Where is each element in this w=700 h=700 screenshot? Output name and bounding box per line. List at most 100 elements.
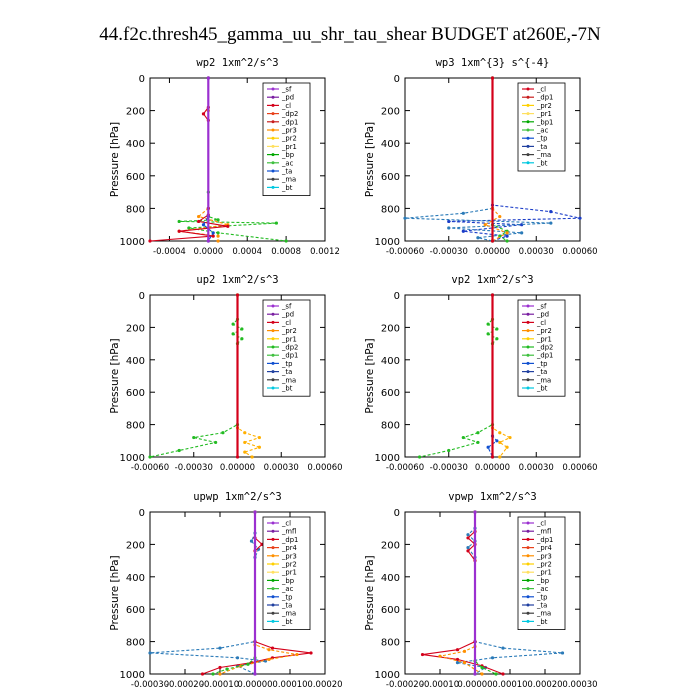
legend-marker bbox=[271, 361, 275, 365]
series-line-dp2 bbox=[149, 295, 244, 458]
panel-3: up2 1xm^2/s^3 0 200 400 600 800 1000 Pressure [… bbox=[109, 274, 343, 473]
series-point bbox=[501, 672, 505, 676]
x-tick-label: 0.0012 bbox=[310, 247, 340, 257]
series-point bbox=[246, 662, 250, 666]
x-tick-label: 0.00000 bbox=[220, 463, 255, 473]
legend-marker bbox=[271, 169, 275, 173]
legend-label: _dp2 bbox=[281, 344, 298, 352]
plot-frame bbox=[404, 511, 581, 675]
panel-title: up2 1xm^2/s^3 bbox=[196, 274, 278, 286]
series-point bbox=[495, 337, 499, 341]
legend-label: _tp bbox=[281, 593, 292, 601]
legend-marker bbox=[526, 345, 530, 349]
panels: wp2 1xm^2/s^3 0 200 400 600 800 1000 Pressure [… bbox=[109, 57, 598, 690]
legend-marker bbox=[526, 144, 530, 148]
series-point bbox=[216, 218, 220, 222]
legend-marker bbox=[526, 128, 530, 132]
series-point bbox=[501, 646, 505, 650]
series-point bbox=[257, 435, 261, 440]
y-tick-label: 0 bbox=[139, 508, 145, 519]
legend-marker bbox=[271, 120, 275, 124]
legend-marker bbox=[526, 95, 530, 99]
legend-label: _ta bbox=[281, 168, 292, 176]
series-point bbox=[495, 439, 499, 443]
x-tick-label: 0.00000 bbox=[475, 247, 510, 257]
series-point bbox=[417, 455, 422, 459]
legend-marker bbox=[526, 320, 530, 324]
legend-marker bbox=[526, 112, 530, 116]
panel-title: wp3 1xm^{3} s^{-4} bbox=[436, 57, 550, 69]
x-tick-label: 0.00030 bbox=[519, 247, 554, 257]
legend-marker bbox=[271, 112, 275, 116]
y-tick-label: 800 bbox=[126, 638, 145, 649]
legend-label: _ma bbox=[281, 176, 296, 184]
legend-marker bbox=[271, 529, 275, 533]
y-axis-label: Pressure [hPa] bbox=[109, 122, 121, 197]
series-point bbox=[226, 224, 230, 228]
series-point bbox=[476, 236, 480, 240]
series-point bbox=[466, 533, 470, 537]
legend-label: _dp2 bbox=[536, 344, 553, 352]
series-point bbox=[231, 332, 235, 336]
series-point bbox=[218, 665, 222, 670]
legend-label: _pr2 bbox=[536, 102, 552, 110]
series-point bbox=[549, 210, 553, 214]
series-point bbox=[235, 656, 240, 660]
x-tick-label: -0.00030 bbox=[430, 463, 468, 473]
series-point bbox=[240, 337, 244, 341]
legend-marker bbox=[271, 570, 275, 574]
legend-label: _bt bbox=[536, 385, 548, 393]
legend-label: _ma bbox=[536, 151, 551, 159]
legend-marker bbox=[526, 87, 530, 91]
series-point bbox=[490, 239, 495, 243]
x-tick-label: 0.00030 bbox=[264, 463, 299, 473]
x-tick-label: -0.00030 bbox=[430, 247, 468, 257]
series-point bbox=[438, 654, 442, 658]
legend-marker bbox=[271, 95, 275, 99]
legend-label: _bt bbox=[281, 184, 293, 192]
y-tick-label: 400 bbox=[381, 139, 400, 150]
legend-label: _pr2 bbox=[281, 327, 297, 335]
legend-marker bbox=[271, 87, 275, 91]
panel-title: vp2 1xm^2/s^3 bbox=[451, 274, 533, 286]
legend-marker bbox=[526, 603, 530, 607]
series-point bbox=[249, 539, 254, 543]
legend-marker bbox=[271, 587, 275, 591]
x-tick-label: -0.00060 bbox=[386, 247, 424, 257]
x-tick-label: 0.00060 bbox=[307, 463, 342, 473]
panel-2: wp3 1xm^{3} s^{-4} 0 200 400 600 800 1000 Press… bbox=[364, 57, 598, 257]
series-point bbox=[211, 672, 215, 676]
legend-marker bbox=[526, 103, 530, 107]
legend-marker bbox=[526, 521, 530, 525]
x-tick-label: 0.00010 bbox=[272, 680, 307, 690]
legend-marker bbox=[526, 529, 530, 533]
series-point bbox=[486, 332, 490, 336]
series-point bbox=[480, 672, 484, 676]
legend-label: _ac bbox=[536, 585, 549, 593]
plot-frame bbox=[149, 77, 326, 242]
y-axis-label: Pressure [hPa] bbox=[364, 338, 376, 413]
series-point bbox=[177, 448, 181, 453]
y-tick-label: 1000 bbox=[375, 237, 400, 248]
series-line-pr2 bbox=[483, 78, 509, 242]
series-point bbox=[211, 234, 215, 238]
y-tick-label: 1000 bbox=[120, 237, 145, 248]
legend-marker bbox=[271, 603, 275, 607]
series-point bbox=[480, 665, 484, 670]
series-point bbox=[495, 327, 499, 331]
x-tick-label: -0.0004 bbox=[153, 247, 186, 257]
y-tick-label: 800 bbox=[381, 421, 400, 432]
legend-marker bbox=[526, 562, 530, 566]
legend-marker bbox=[271, 353, 275, 357]
series-point bbox=[462, 649, 467, 653]
y-tick-label: 1000 bbox=[375, 670, 400, 681]
legend-marker bbox=[526, 570, 530, 574]
series-point bbox=[578, 216, 582, 220]
series-point bbox=[505, 445, 509, 449]
legend-marker bbox=[271, 554, 275, 558]
series-point bbox=[466, 549, 470, 553]
legend-marker bbox=[526, 361, 530, 365]
legend-marker bbox=[271, 611, 275, 615]
legend-marker bbox=[271, 329, 275, 333]
legend-marker bbox=[271, 386, 275, 390]
